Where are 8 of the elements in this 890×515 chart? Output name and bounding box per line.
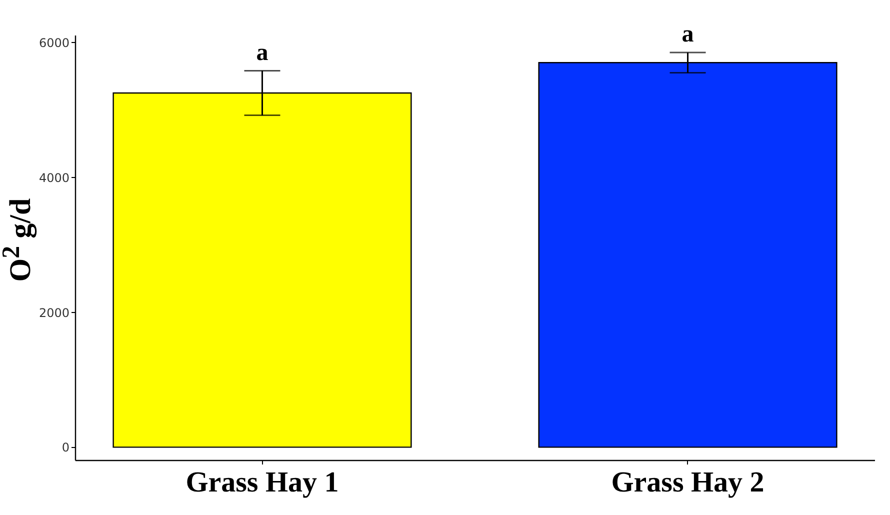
y-tick-label: 0 bbox=[62, 440, 70, 455]
y-tick-label: 6000 bbox=[38, 36, 70, 50]
y-tick-label: 2000 bbox=[38, 306, 70, 320]
x-tick-label: Grass Hay 2 bbox=[611, 466, 764, 498]
annotation: a bbox=[256, 40, 268, 66]
annotation: a bbox=[682, 22, 694, 48]
y-tick-label: 4000 bbox=[38, 170, 70, 185]
x-tick-label: Grass Hay 1 bbox=[186, 466, 339, 498]
